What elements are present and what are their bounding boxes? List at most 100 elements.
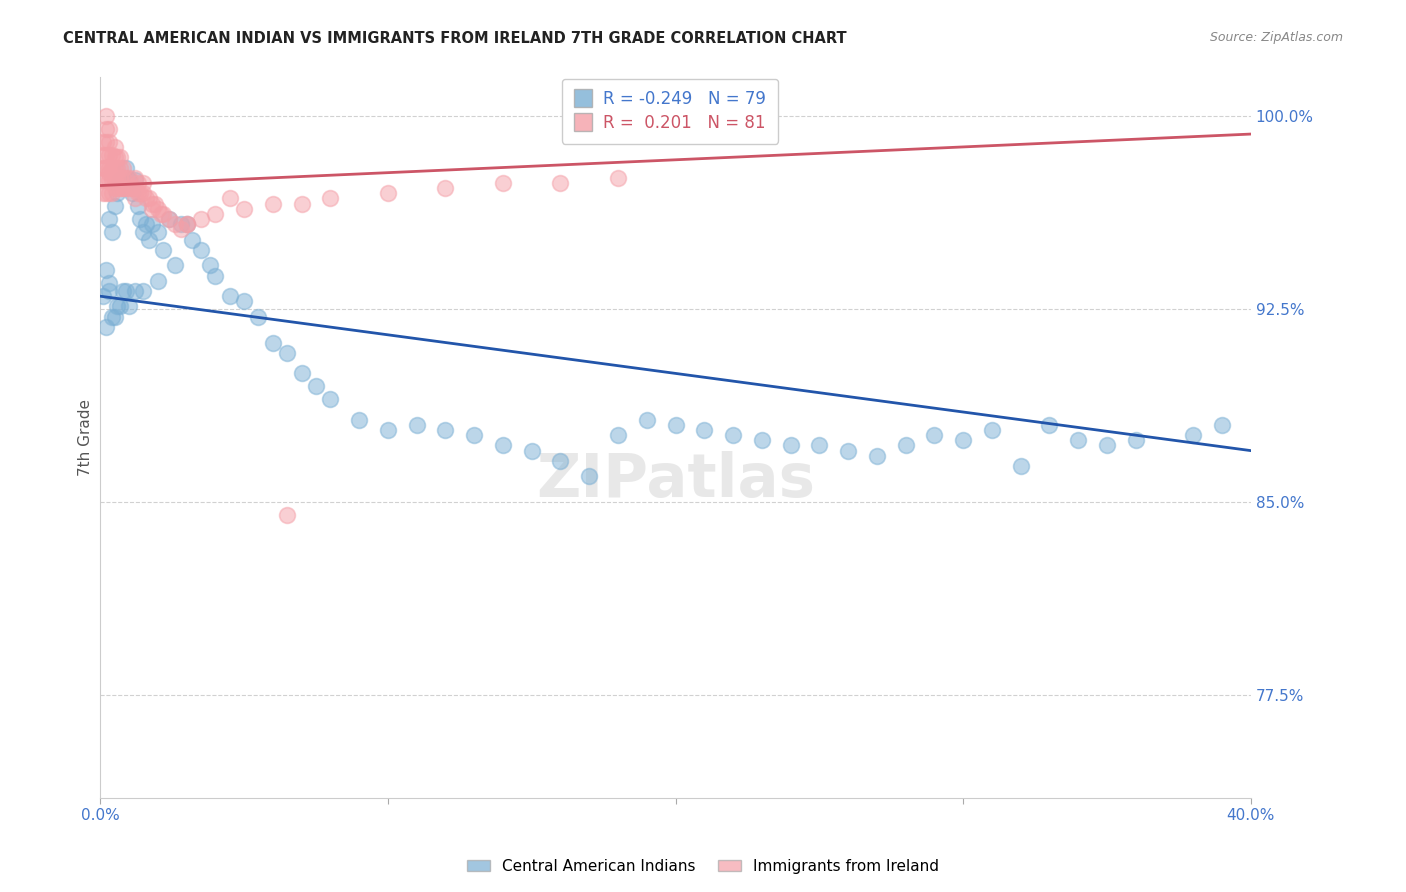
Point [124, 181, 146, 195]
Point [124, 170, 146, 185]
Point [1182, 428, 1205, 442]
Point [97, 186, 120, 201]
Point [112, 181, 135, 195]
Point [127, 199, 149, 213]
Point [1010, 458, 1032, 473]
Point [107, 300, 129, 314]
Point [132, 284, 155, 298]
Point [100, 186, 122, 201]
Point [347, 413, 370, 427]
Point [94, 173, 117, 187]
Point [693, 423, 716, 437]
Point [1095, 438, 1118, 452]
Point [319, 392, 342, 406]
Point [97, 166, 120, 180]
Point [110, 150, 132, 164]
Point [135, 217, 157, 231]
Point [204, 207, 226, 221]
Point [94, 135, 117, 149]
Point [115, 284, 138, 298]
Point [104, 310, 127, 324]
Point [138, 191, 160, 205]
Point [276, 346, 298, 360]
Point [110, 173, 132, 187]
Point [138, 233, 160, 247]
Point [94, 161, 117, 175]
Point [115, 181, 138, 195]
Point [97, 161, 120, 175]
Point [152, 243, 174, 257]
Point [135, 191, 157, 205]
Point [1067, 434, 1090, 448]
Point [157, 212, 180, 227]
Point [607, 428, 630, 442]
Point [110, 170, 132, 185]
Point [118, 300, 141, 314]
Point [94, 122, 117, 136]
Point [664, 417, 686, 432]
Point [100, 173, 122, 187]
Point [952, 434, 974, 448]
Point [463, 428, 485, 442]
Point [104, 173, 127, 187]
Point [1125, 434, 1147, 448]
Point [97, 122, 120, 136]
Point [97, 173, 120, 187]
Point [170, 222, 193, 236]
Point [176, 217, 198, 231]
Point [107, 181, 129, 195]
Point [112, 284, 135, 298]
Point [141, 217, 163, 231]
Point [107, 150, 129, 164]
Legend: R = -0.249   N = 79, R =  0.201   N = 81: R = -0.249 N = 79, R = 0.201 N = 81 [561, 78, 778, 144]
Point [190, 212, 212, 227]
Point [97, 284, 120, 298]
Point [751, 434, 773, 448]
Point [276, 508, 298, 522]
Point [146, 274, 169, 288]
Point [233, 202, 256, 216]
Point [115, 161, 138, 175]
Text: ZIPatlas: ZIPatlas [536, 451, 815, 510]
Point [112, 161, 135, 175]
Point [100, 310, 122, 324]
Point [91, 135, 114, 149]
Point [157, 212, 180, 227]
Text: CENTRAL AMERICAN INDIAN VS IMMIGRANTS FROM IRELAND 7TH GRADE CORRELATION CHART: CENTRAL AMERICAN INDIAN VS IMMIGRANTS FR… [63, 31, 846, 46]
Point [377, 423, 399, 437]
Point [152, 207, 174, 221]
Point [163, 217, 186, 231]
Point [492, 438, 515, 452]
Point [141, 202, 163, 216]
Point [924, 428, 946, 442]
Point [94, 263, 117, 277]
Point [132, 186, 155, 201]
Text: Source: ZipAtlas.com: Source: ZipAtlas.com [1209, 31, 1343, 45]
Point [107, 170, 129, 185]
Point [104, 150, 127, 164]
Point [129, 212, 152, 227]
Point [129, 186, 152, 201]
Point [176, 217, 198, 231]
Point [112, 173, 135, 187]
Point [97, 135, 120, 149]
Point [218, 191, 240, 205]
Point [104, 199, 127, 213]
Point [980, 423, 1002, 437]
Point [91, 186, 114, 201]
Point [107, 186, 129, 201]
Point [100, 161, 122, 175]
Point [100, 147, 122, 161]
Point [110, 161, 132, 175]
Point [143, 196, 166, 211]
Point [204, 268, 226, 283]
Point [305, 379, 328, 393]
Y-axis label: 7th Grade: 7th Grade [79, 400, 93, 476]
Point [146, 202, 169, 216]
Point [233, 294, 256, 309]
Point [1211, 417, 1233, 432]
Point [94, 186, 117, 201]
Point [107, 161, 129, 175]
Point [115, 170, 138, 185]
Point [104, 161, 127, 175]
